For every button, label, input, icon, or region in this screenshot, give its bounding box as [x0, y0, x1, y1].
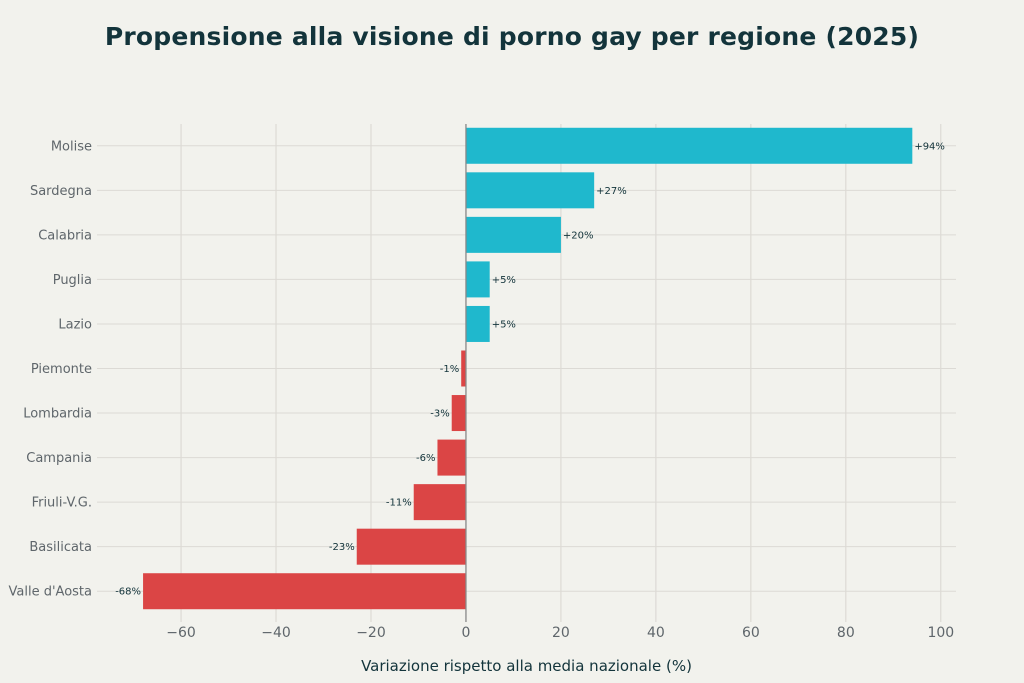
bar-puglia: [465, 261, 490, 298]
bar-molise: [465, 127, 913, 164]
x-tick-label: 0: [461, 625, 470, 641]
data-label: -23%: [329, 542, 355, 553]
x-axis-label: Variazione rispetto alla media nazionale…: [361, 657, 692, 675]
data-label: -6%: [416, 453, 435, 464]
y-tick-label: Puglia: [53, 273, 92, 288]
x-tick-label: 80: [837, 625, 855, 641]
data-label: -1%: [440, 364, 459, 375]
y-tick-label: Valle d'Aosta: [9, 585, 92, 600]
data-label: +20%: [563, 230, 594, 241]
y-tick-label: Piemonte: [31, 362, 92, 377]
x-tick-label: −40: [261, 625, 291, 641]
y-tick-label: Basilicata: [29, 540, 92, 555]
bar-basilicata: [356, 528, 466, 565]
data-label: -11%: [386, 498, 412, 509]
bar-lombardia: [451, 395, 466, 432]
bar-valle-d-aosta: [143, 573, 466, 610]
x-tick-label: 100: [927, 625, 954, 641]
data-label: +5%: [492, 319, 516, 330]
bar-piemonte: [461, 350, 466, 387]
bar-calabria: [465, 216, 561, 253]
bar-sardegna: [465, 172, 595, 209]
bar-campania: [437, 439, 466, 476]
data-label: -3%: [430, 409, 449, 420]
x-tick-label: 40: [647, 625, 665, 641]
y-tick-label: Lazio: [58, 317, 92, 332]
bar-friuli-v-g-: [413, 484, 466, 521]
data-label: -68%: [115, 587, 141, 598]
data-label: +94%: [914, 141, 945, 152]
y-tick-label: Friuli-V.G.: [32, 496, 92, 511]
x-tick-label: −60: [166, 625, 196, 641]
x-tick-label: 60: [742, 625, 760, 641]
y-tick-label: Calabria: [38, 228, 92, 243]
y-tick-label: Campania: [26, 451, 92, 466]
x-tick-label: 20: [552, 625, 570, 641]
data-label: +5%: [492, 275, 516, 286]
y-tick-label: Molise: [51, 139, 92, 154]
chart-title: Propensione alla visione di porno gay pe…: [104, 22, 920, 51]
y-tick-label: Sardegna: [30, 184, 92, 199]
x-tick-label: −20: [356, 625, 386, 641]
y-tick-label: Lombardia: [23, 407, 92, 422]
bar-lazio: [465, 305, 490, 342]
data-label: +27%: [596, 186, 627, 197]
